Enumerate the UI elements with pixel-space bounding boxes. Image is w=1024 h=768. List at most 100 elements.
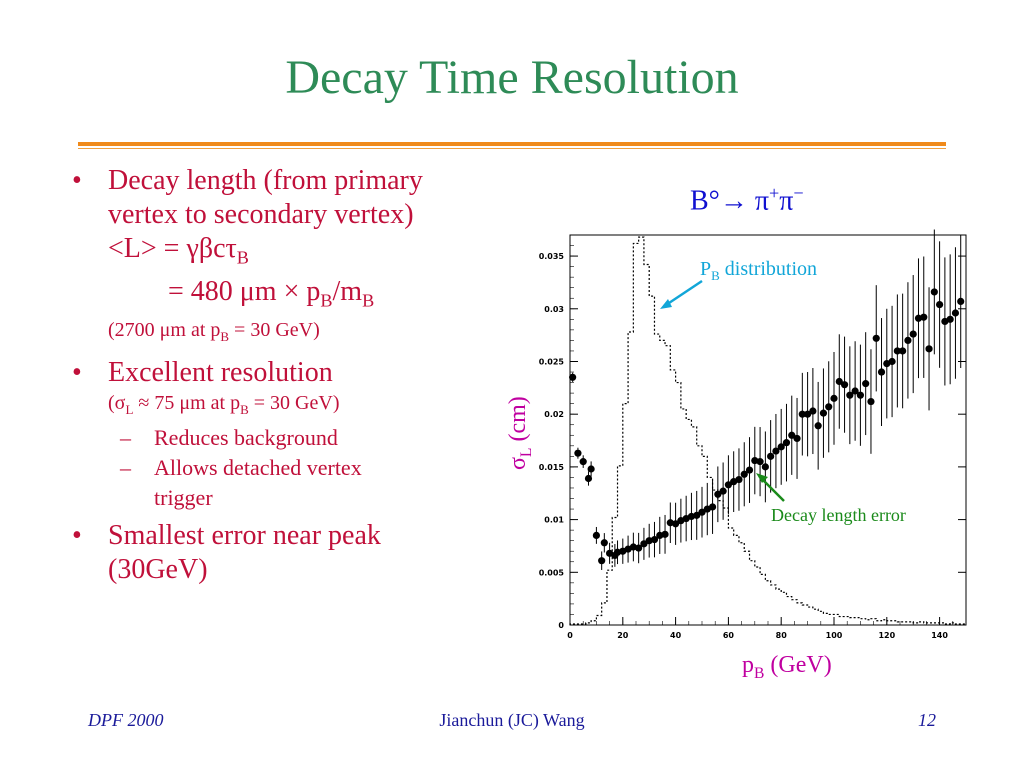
- data-point: [640, 540, 648, 548]
- data-point: [899, 347, 907, 355]
- data-point: [584, 474, 593, 483]
- data-point: [846, 391, 854, 399]
- data-point: [767, 452, 775, 460]
- data-point: [867, 397, 875, 406]
- data-point: [569, 373, 577, 381]
- data-point: [957, 297, 965, 306]
- data-point: [745, 466, 754, 474]
- data-point: [893, 347, 901, 355]
- y-tick-label: 0.01: [544, 516, 564, 525]
- x-tick-label: 140: [931, 631, 948, 640]
- data-point: [788, 431, 796, 439]
- y-tick-label: 0.005: [539, 568, 565, 577]
- x-tick-label: 20: [617, 631, 629, 640]
- bullet-dot-icon: •: [72, 357, 82, 389]
- data-point: [693, 511, 701, 519]
- sub-bullet-background: – Reduces background: [108, 423, 510, 453]
- bullet-text: vertex to secondary vertex): [108, 199, 414, 230]
- data-point: [909, 330, 917, 338]
- data-point: [930, 288, 938, 296]
- data-point: [793, 434, 801, 443]
- footer-conference: DPF 2000: [88, 710, 164, 730]
- bullet-text: Smallest error near peak: [108, 520, 381, 552]
- data-point: [840, 381, 849, 389]
- y-tick-label: 0: [558, 621, 564, 630]
- pb-arrow-icon: [665, 279, 703, 307]
- pb-histogram-series: [569, 236, 966, 625]
- data-point: [830, 394, 838, 402]
- data-point: [600, 539, 608, 547]
- data-point: [872, 334, 880, 342]
- bullet-text: (30GeV): [108, 554, 208, 586]
- x-tick-label: 40: [670, 631, 682, 640]
- data-point: [936, 300, 944, 309]
- data-point: [814, 422, 822, 430]
- bullet-excellent-resolution: • Excellent resolution (σL ≈ 75 μm at pB…: [70, 356, 510, 513]
- formula-480: = 480 μm × pB/mB: [168, 275, 375, 311]
- plot-frame: [569, 234, 967, 626]
- bullet-text: Excellent resolution: [108, 357, 333, 389]
- data-point: [661, 530, 669, 538]
- footer-author: Jianchun (JC) Wang: [439, 710, 585, 730]
- data-point: [856, 391, 864, 399]
- title-divider: [78, 142, 946, 146]
- title-divider-thin: [78, 148, 946, 149]
- bullet-list: • Decay length (from primary vertex to s…: [70, 164, 510, 593]
- data-point: [698, 508, 706, 516]
- formula-2700: (2700 μm at pB = 30 GeV): [108, 319, 320, 345]
- formula-sigma: (σL ≈ 75 μm at pB = 30 GeV): [108, 392, 340, 418]
- decay-arrowhead-icon: [756, 473, 768, 483]
- data-point: [920, 313, 928, 321]
- y-tick-label: 0.03: [544, 305, 564, 314]
- data-point: [809, 407, 817, 415]
- data-point: [724, 481, 732, 489]
- data-point: [592, 531, 600, 540]
- data-point: [672, 520, 680, 528]
- data-point: [714, 490, 722, 498]
- data-point: [740, 470, 748, 478]
- data-point: [904, 336, 912, 345]
- x-tick-label: 100: [826, 631, 843, 640]
- x-tick-label: 80: [776, 631, 788, 640]
- data-point: [825, 403, 833, 411]
- data-point: [735, 475, 743, 484]
- data-point: [708, 503, 717, 511]
- data-point: [587, 465, 595, 473]
- resolution-chart: 0 0.005 0.01 0.015 0.02 0.025 0.03 0.035 0 20 40 60…: [539, 229, 967, 640]
- footer-page-number: 12: [918, 710, 936, 730]
- x-tick-label: 0: [567, 631, 573, 640]
- decay-length-error-label: Decay length error: [771, 505, 906, 525]
- dash-icon: –: [120, 425, 131, 451]
- x-axis-label: pB (GeV): [742, 652, 832, 682]
- y-axis-label: σL (cm): [505, 396, 535, 470]
- y-tick-label: 0.035: [539, 252, 565, 261]
- data-point: [772, 447, 780, 455]
- dash-icon: –: [120, 455, 131, 481]
- data-point: [782, 439, 791, 447]
- y-tick-label: 0.025: [539, 357, 565, 366]
- y-tick-label: 0.02: [544, 410, 564, 419]
- data-point: [756, 458, 764, 466]
- slide-title: Decay Time Resolution: [285, 51, 739, 104]
- chart-title: B°→ π+π−: [690, 183, 804, 217]
- data-point: [719, 487, 727, 495]
- data-point: [598, 557, 606, 565]
- data-point: [877, 368, 886, 376]
- data-point: [804, 410, 812, 418]
- bullet-dot-icon: •: [72, 165, 82, 196]
- data-point: [777, 443, 785, 451]
- data-point: [835, 377, 843, 386]
- data-point: [925, 345, 933, 353]
- data-point: [851, 387, 859, 395]
- data-point: [951, 309, 960, 317]
- data-point: [574, 449, 582, 457]
- formula-l: <L> = γβcτB: [108, 233, 249, 268]
- x-tick-label: 120: [878, 631, 895, 640]
- data-point: [946, 315, 954, 323]
- data-point: [888, 357, 896, 366]
- data-point: [650, 536, 659, 544]
- data-point: [862, 380, 870, 388]
- bullet-text: Decay length (from primary: [108, 165, 423, 196]
- bullet-dot-icon: •: [72, 520, 82, 552]
- data-point: [798, 410, 806, 418]
